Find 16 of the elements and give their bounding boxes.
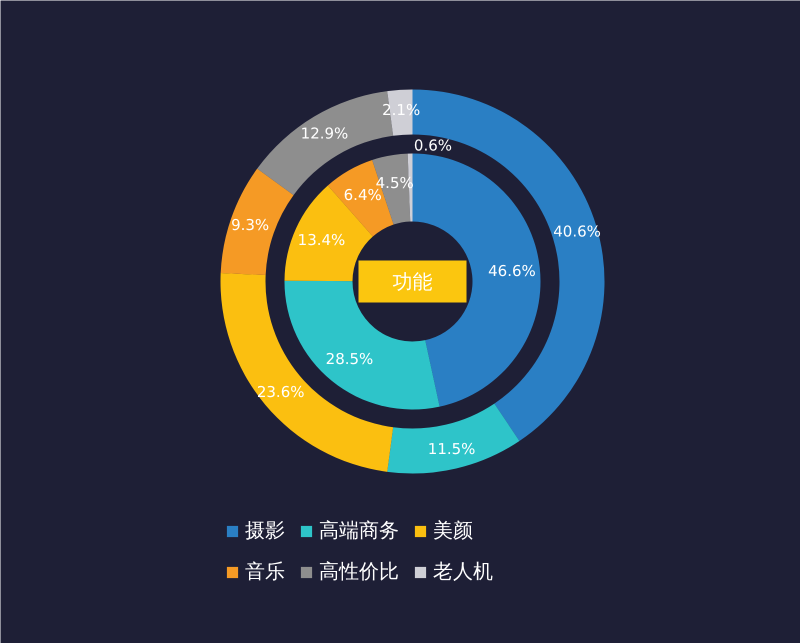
data-label: 23.6%	[256, 382, 304, 401]
legend-label: 美颜	[433, 517, 473, 544]
legend-label: 摄影	[245, 517, 285, 544]
legend-label: 音乐	[245, 558, 285, 585]
data-label: 11.5%	[428, 440, 476, 458]
legend-label: 高性价比	[319, 558, 399, 585]
data-label: 6.4%	[344, 186, 382, 204]
legend-label: 高端商务	[319, 517, 399, 544]
data-label: 0.6%	[414, 136, 452, 155]
data-label: 28.5%	[326, 350, 374, 368]
legend-label: 老人机	[433, 558, 493, 585]
data-label: 13.4%	[298, 231, 346, 250]
data-label: 9.3%	[231, 216, 270, 234]
data-label: 12.9%	[300, 124, 348, 143]
text: 功能	[392, 270, 432, 294]
data-label: 46.6%	[488, 262, 536, 280]
